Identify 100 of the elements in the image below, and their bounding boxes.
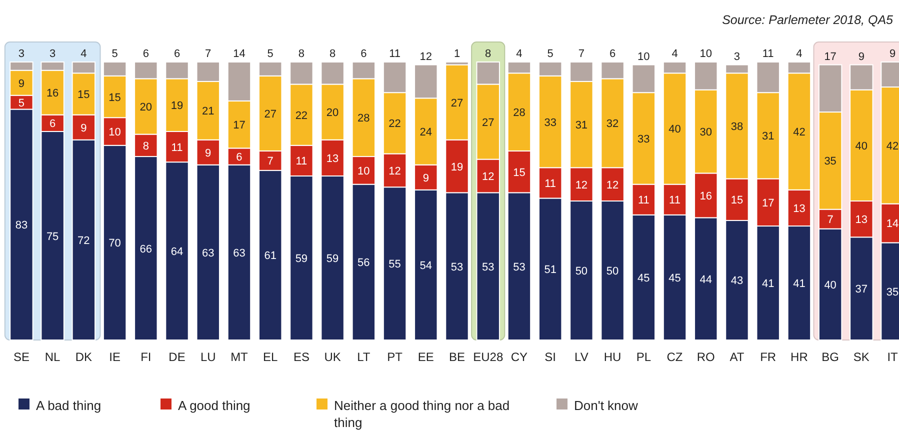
data-label: 56 [358, 257, 370, 270]
data-label: 27 [264, 108, 276, 120]
x-tick-label: DK [75, 350, 92, 364]
data-label: 9 [80, 122, 87, 134]
data-label: 21 [202, 106, 214, 118]
data-label: 11 [669, 194, 680, 207]
data-label: 10 [700, 48, 712, 60]
x-tick-label: AT [730, 350, 745, 364]
x-tick-label: LV [574, 350, 588, 364]
data-label: 19 [170, 100, 184, 112]
data-label: 37 [855, 284, 868, 296]
x-tick-label: CY [510, 350, 528, 364]
data-label: 10 [108, 126, 121, 138]
data-label: 28 [513, 107, 526, 120]
data-label: 66 [140, 243, 152, 256]
data-label: 15 [108, 92, 121, 104]
data-label: 19 [450, 161, 464, 174]
data-label: 6 [236, 152, 242, 164]
data-label: 8 [330, 48, 336, 60]
data-label: 8 [298, 48, 305, 60]
data-label: 11 [638, 194, 650, 207]
data-label: 15 [513, 166, 526, 179]
data-label: 54 [420, 260, 432, 272]
x-tick-label: FI [140, 350, 152, 364]
data-label: 53 [482, 261, 494, 274]
x-tick-label: HR [790, 350, 808, 364]
data-label: 12 [388, 165, 401, 178]
data-label: 9 [205, 147, 212, 160]
data-label: 42 [793, 126, 806, 138]
data-label: 22 [295, 110, 308, 122]
data-label: 12 [420, 50, 432, 63]
data-label: 13 [793, 202, 806, 215]
data-label: 27 [450, 97, 464, 110]
data-label: 6 [50, 118, 56, 130]
data-label: 13 [855, 214, 868, 226]
data-label: 31 [762, 130, 774, 143]
x-tick-label: RO [696, 350, 715, 364]
data-label: 20 [140, 101, 152, 114]
data-label: 30 [700, 126, 712, 138]
data-label: 40 [824, 279, 836, 292]
data-label: 4 [672, 48, 678, 60]
data-label: 16 [700, 190, 712, 202]
data-label: 6 [609, 48, 616, 60]
data-label: 45 [638, 272, 650, 284]
legend-label: A good thing [178, 398, 250, 413]
data-label: 11 [296, 156, 308, 168]
x-tick-label: IE [109, 350, 120, 364]
data-label: 3 [18, 48, 25, 60]
x-tick-label: UK [324, 350, 341, 364]
data-label: 50 [606, 266, 619, 278]
data-label: 9 [422, 172, 429, 184]
data-label: 5 [112, 48, 118, 60]
data-label: 35 [886, 286, 899, 298]
data-label: 5 [18, 97, 25, 110]
x-tick-label: NL [44, 350, 61, 364]
x-tick-label: CZ [666, 350, 683, 364]
data-label: 33 [544, 116, 556, 129]
data-label: 7 [205, 48, 212, 60]
data-label: 43 [730, 275, 744, 288]
data-label: 63 [233, 247, 246, 260]
data-label: 28 [358, 112, 370, 125]
data-label: 14 [233, 48, 246, 60]
data-label: 4 [516, 48, 522, 60]
data-label: 7 [267, 156, 274, 168]
data-label: 9 [858, 50, 864, 63]
x-tick-label: SE [13, 350, 30, 364]
data-label: 12 [606, 179, 619, 192]
data-label: 50 [575, 266, 588, 278]
data-label: 6 [360, 48, 367, 60]
data-label: 55 [388, 258, 401, 271]
data-label: 70 [108, 238, 121, 250]
data-label: 6 [174, 48, 180, 60]
data-label: 16 [46, 88, 59, 100]
x-tick-label: MT [230, 350, 249, 364]
x-tick-label: IT [887, 350, 899, 364]
x-tick-label: ES [293, 350, 310, 364]
x-tick-label: EE [418, 350, 434, 364]
data-label: 15 [78, 88, 90, 101]
data-label: 13 [326, 152, 339, 165]
data-label: 59 [326, 252, 339, 265]
data-label: 22 [388, 118, 401, 130]
data-label: 14 [886, 218, 899, 230]
data-label: 72 [78, 234, 90, 247]
data-label: 8 [142, 140, 149, 152]
x-tick-label: SK [853, 350, 870, 364]
x-tick-label: BG [822, 350, 839, 364]
data-label: 61 [264, 250, 276, 262]
data-label: 27 [482, 116, 494, 129]
data-label: 63 [202, 247, 214, 260]
data-label: 51 [544, 264, 556, 276]
data-label: 17 [233, 120, 246, 132]
data-label: 40 [668, 124, 681, 136]
x-tick-label: EU28 [473, 350, 504, 364]
data-label: 11 [389, 48, 400, 60]
data-label: 33 [638, 133, 650, 146]
data-label: 5 [547, 48, 554, 60]
data-label: 17 [762, 197, 774, 210]
data-label: 10 [358, 165, 370, 178]
data-label: 4 [80, 48, 87, 60]
x-tick-label: EL [263, 350, 278, 364]
